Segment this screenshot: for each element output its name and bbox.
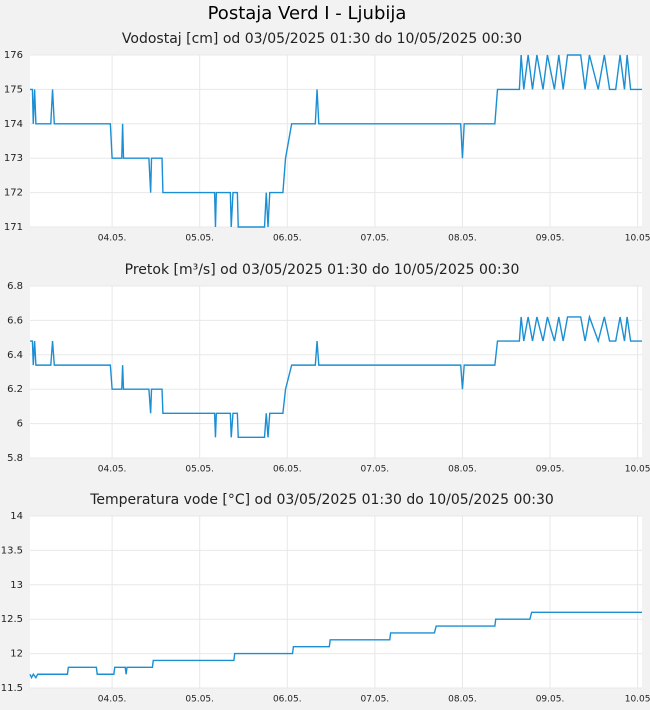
- chart-title: Pretok [m³/s] od 03/05/2025 01:30 do 10/…: [125, 262, 520, 278]
- x-tick-label: 04.05.: [98, 695, 127, 705]
- y-tick-label: 171: [4, 222, 23, 233]
- plot-area: [30, 286, 642, 458]
- y-tick-label: 174: [4, 119, 23, 130]
- x-tick-label: 04.05.: [98, 465, 127, 475]
- x-tick-label: 08.05.: [448, 465, 477, 475]
- x-tick-label: 09.05.: [536, 695, 565, 705]
- x-tick-label: 08.05.: [448, 695, 477, 705]
- x-tick-label: 07.05.: [361, 234, 390, 244]
- y-tick-label: 6: [17, 419, 23, 430]
- data-line: [30, 314, 642, 439]
- y-tick-label: 12: [10, 649, 23, 660]
- data-line: [29, 611, 642, 680]
- y-tick-label: 172: [4, 188, 23, 199]
- data-line: [30, 54, 642, 228]
- x-tick-label: 10.05: [625, 465, 650, 475]
- y-tick-label: 14: [10, 511, 23, 522]
- y-tick-label: 175: [4, 84, 23, 95]
- x-tick-label: 05.05.: [185, 234, 214, 244]
- x-tick-label: 04.05.: [98, 234, 127, 244]
- x-tick-label: 09.05.: [536, 465, 565, 475]
- x-tick-label: 06.05.: [273, 465, 302, 475]
- y-tick-label: 6.6: [7, 315, 23, 326]
- x-tick-label: 10.05: [625, 234, 650, 244]
- x-tick-label: 05.05.: [185, 465, 214, 475]
- chart-title: Vodostaj [cm] od 03/05/2025 01:30 do 10/…: [122, 31, 522, 47]
- y-tick-label: 176: [4, 50, 23, 61]
- y-tick-label: 6.2: [7, 384, 23, 395]
- plot-area: [30, 55, 642, 227]
- x-tick-label: 07.05.: [361, 465, 390, 475]
- y-tick-label: 6.4: [7, 350, 23, 361]
- y-tick-label: 6.8: [7, 281, 23, 292]
- x-tick-label: 08.05.: [448, 234, 477, 244]
- x-tick-label: 07.05.: [361, 695, 390, 705]
- chart-title: Temperatura vode [°C] od 03/05/2025 01:3…: [89, 492, 554, 508]
- y-tick-label: 13: [10, 580, 23, 591]
- x-tick-label: 06.05.: [273, 695, 302, 705]
- y-tick-label: 12.5: [1, 614, 23, 625]
- page-title: Postaja Verd I - Ljubija: [208, 3, 407, 24]
- x-tick-label: 09.05.: [536, 234, 565, 244]
- x-tick-label: 06.05.: [273, 234, 302, 244]
- y-tick-label: 173: [4, 153, 23, 164]
- y-tick-label: 13.5: [1, 545, 23, 556]
- x-tick-label: 05.05.: [185, 695, 214, 705]
- plot-area: [30, 516, 642, 688]
- y-tick-label: 5.8: [7, 453, 23, 464]
- x-tick-label: 10.05: [625, 695, 650, 705]
- y-tick-label: 11.5: [1, 683, 23, 694]
